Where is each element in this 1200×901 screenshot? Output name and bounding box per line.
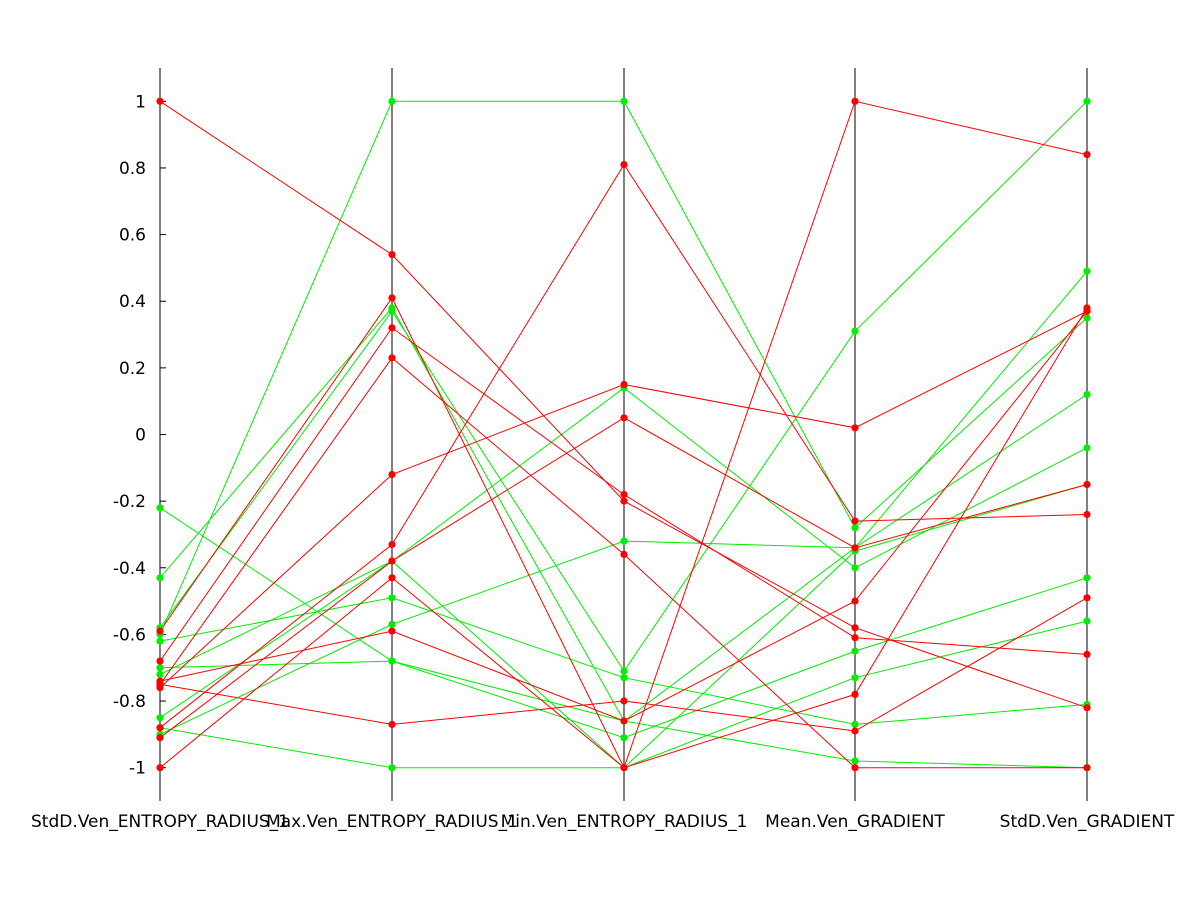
data-point-green — [388, 307, 396, 315]
data-point-red — [851, 764, 859, 772]
y-tick-label: -0.6 — [113, 625, 146, 645]
data-point-green — [620, 537, 628, 545]
y-tick-label: -1 — [129, 759, 146, 779]
y-tick-label: 0.6 — [119, 226, 146, 246]
data-point-green — [388, 620, 396, 629]
y-tick-label: -0.2 — [113, 492, 146, 512]
data-point-red — [620, 550, 628, 559]
data-point-red — [851, 690, 859, 699]
data-point-green — [156, 504, 164, 512]
data-point-red — [851, 544, 859, 552]
y-tick-label: 0.4 — [119, 292, 146, 312]
data-point-red — [1083, 650, 1091, 659]
data-point-red — [1083, 594, 1091, 602]
data-point-green — [388, 764, 396, 772]
axis-label: Mean.Ven_GRADIENT — [765, 812, 945, 832]
data-point-red — [620, 764, 628, 772]
data-point-green — [851, 720, 859, 729]
data-point-green — [851, 524, 859, 532]
data-point-green — [1083, 314, 1091, 322]
data-point-green — [851, 564, 859, 572]
data-point-green — [388, 97, 396, 105]
data-point-red — [851, 517, 859, 525]
data-point-red — [388, 251, 396, 259]
axis-label: StdD.Ven_ENTROPY_RADIUS_1 — [31, 812, 289, 832]
data-point-red — [1083, 307, 1091, 315]
data-point-red — [388, 324, 396, 332]
data-point-red — [388, 470, 396, 479]
data-point-green — [388, 594, 396, 602]
data-point-red — [851, 424, 859, 432]
y-tick-label: 0.8 — [119, 159, 146, 179]
axis-label: Max.Ven_ENTROPY_RADIUS_1 — [266, 812, 518, 832]
data-point-red — [620, 380, 628, 389]
data-point-red — [388, 720, 396, 729]
axis-label: Min.Ven_ENTROPY_RADIUS_1 — [501, 812, 748, 832]
y-tick-label: 0.2 — [119, 359, 146, 379]
y-tick-label: 0 — [135, 426, 146, 446]
y-tick-label: -0.8 — [113, 692, 146, 712]
data-point-green — [851, 757, 859, 765]
data-point-red — [388, 354, 396, 362]
data-point-red — [851, 727, 859, 735]
data-point-red — [156, 97, 164, 105]
data-point-green — [1083, 574, 1091, 582]
data-point-green — [620, 674, 628, 682]
data-point-green — [156, 637, 164, 645]
series-markers — [156, 97, 1091, 772]
data-point-green — [156, 670, 164, 679]
data-point-red — [851, 97, 859, 105]
data-point-green — [156, 574, 164, 582]
data-point-red — [620, 697, 628, 705]
data-point-green — [851, 647, 859, 655]
data-point-red — [388, 574, 396, 582]
axes — [159, 68, 1088, 801]
data-point-red — [388, 627, 396, 635]
data-point-red — [388, 294, 396, 302]
data-point-red — [851, 634, 859, 642]
y-tick-label: -0.4 — [113, 559, 146, 579]
data-point-red — [620, 717, 628, 725]
data-point-green — [620, 667, 628, 675]
data-point-red — [620, 497, 628, 505]
data-point-green — [1083, 97, 1091, 105]
data-point-green — [620, 97, 628, 105]
y-tick-label: 1 — [135, 92, 146, 112]
data-point-red — [1083, 510, 1091, 519]
data-point-red — [1083, 480, 1091, 489]
data-point-green — [851, 327, 859, 335]
data-point-green — [1083, 444, 1091, 452]
data-point-red — [1083, 151, 1091, 159]
data-point-green — [620, 734, 628, 742]
data-point-green — [156, 714, 164, 722]
data-point-red — [851, 624, 859, 632]
data-point-red — [156, 627, 164, 635]
data-point-red — [620, 490, 628, 499]
axis-label: StdD.Ven_GRADIENT — [1000, 812, 1175, 832]
data-point-red — [620, 161, 628, 169]
data-point-green — [1083, 617, 1091, 625]
data-point-red — [156, 734, 164, 742]
data-point-green — [1083, 267, 1091, 275]
labels: -1 -0.8 -0.6 -0.4 -0.2 0 0.2 0.4 0.6 0.8 1 StdD.Ven… — [31, 92, 1175, 832]
data-point-green — [156, 664, 164, 672]
data-point-green — [1083, 390, 1091, 399]
data-point-red — [1083, 764, 1091, 772]
data-point-red — [620, 414, 628, 422]
data-point-red — [851, 597, 859, 605]
data-point-red — [156, 657, 164, 665]
data-point-red — [388, 540, 396, 549]
data-point-green — [388, 657, 396, 665]
data-point-red — [388, 557, 396, 565]
data-point-red — [156, 680, 164, 689]
data-point-green — [851, 674, 859, 682]
data-point-red — [156, 724, 164, 732]
data-point-red — [156, 764, 164, 772]
data-point-red — [1083, 704, 1091, 712]
